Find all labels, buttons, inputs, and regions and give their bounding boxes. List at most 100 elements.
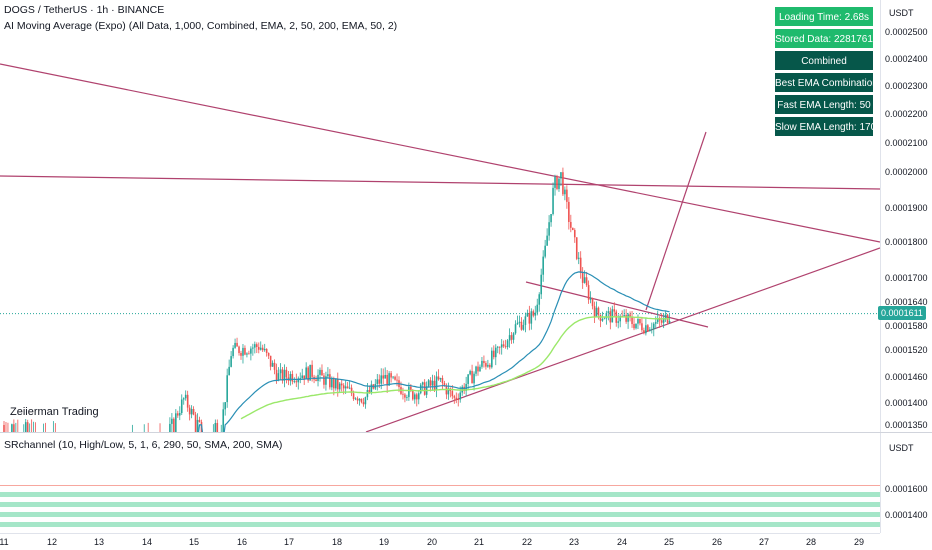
candle-body — [380, 375, 383, 384]
candle-body — [491, 350, 493, 368]
candle-body — [319, 369, 321, 375]
price-tick-label: 0.0001580 — [885, 321, 928, 331]
candle-body — [267, 352, 270, 356]
time-tick-label: 24 — [616, 537, 628, 547]
candle-body — [271, 362, 274, 367]
candle-body — [566, 189, 568, 202]
candle-body — [415, 394, 418, 400]
candle-body — [325, 376, 327, 385]
candle-body — [188, 407, 191, 415]
candle-body — [485, 363, 487, 367]
sr-band — [0, 502, 880, 507]
candle-body — [489, 364, 491, 368]
candle-body — [336, 378, 339, 390]
candle-body — [611, 309, 614, 323]
candle-body — [572, 227, 574, 231]
candle-body — [538, 294, 541, 305]
trendline-horizontal — [0, 175, 880, 190]
candle-body — [175, 413, 177, 432]
candle-body — [453, 396, 456, 398]
candle-body — [627, 314, 629, 322]
candle-body — [198, 419, 201, 423]
candle-body — [635, 323, 637, 329]
price-chart[interactable]: DOGS / TetherUS · 1h · BINANCE AI Moving… — [0, 0, 880, 432]
candle-body — [479, 366, 481, 372]
price-tick-label: 0.0001900 — [885, 203, 928, 213]
candle-body — [493, 350, 495, 358]
time-tick-label: 18 — [331, 537, 343, 547]
time-tick-label: 25 — [663, 537, 675, 547]
candle-body — [645, 325, 647, 334]
candle-body — [656, 318, 659, 323]
candle-body — [299, 378, 302, 379]
candle-body — [481, 360, 483, 367]
symbol-title[interactable]: DOGS / TetherUS · 1h · BINANCE — [4, 4, 165, 16]
candle-body — [585, 277, 588, 286]
candle-body — [599, 314, 602, 321]
candle-body — [455, 397, 458, 400]
candle-body — [570, 221, 572, 228]
candle-body — [242, 347, 244, 356]
time-axis[interactable]: 11 12 13 14 15 16 17 18 19 20 21 22 23 24 25 26 27 28 29 — [0, 533, 880, 550]
candle-body — [182, 398, 185, 400]
candle-body — [607, 311, 610, 313]
candle-body — [542, 256, 544, 275]
candle-body — [352, 393, 355, 399]
time-tick-label: 23 — [568, 537, 580, 547]
srchannel-legend[interactable]: SRchannel (10, High/Low, 5, 1, 6, 290, 5… — [4, 439, 283, 451]
srchannel-pane[interactable]: SRchannel (10, High/Low, 5, 1, 6, 290, 5… — [0, 433, 880, 533]
candle-body — [419, 384, 422, 394]
candle-body — [177, 413, 179, 416]
candle-body — [382, 375, 384, 379]
candle-body — [362, 402, 365, 405]
candle-body — [506, 340, 509, 348]
price-axis[interactable]: USDT 0.0002500 0.0002400 0.0002300 0.0002200… — [880, 0, 932, 432]
candle-body — [246, 353, 248, 355]
candle-body — [309, 364, 311, 381]
candle-body — [457, 399, 460, 400]
candle-body — [261, 347, 264, 351]
candle-body — [232, 347, 234, 357]
candle-body — [250, 348, 252, 354]
price-tick-label: 0.0002400 — [885, 54, 928, 64]
candle-body — [323, 375, 325, 385]
candle-body — [581, 273, 584, 283]
candle-body — [583, 277, 586, 283]
candle-body — [433, 380, 436, 390]
candle-body — [641, 323, 643, 331]
candle-body — [190, 408, 193, 415]
pane-separator[interactable] — [0, 432, 932, 433]
candle-body — [26, 422, 29, 432]
indicator-legend[interactable]: AI Moving Average (Expo) (All Data, 1,00… — [4, 20, 398, 32]
candle-body — [504, 346, 507, 348]
candle-body — [240, 353, 242, 356]
candle-body — [252, 347, 254, 349]
candle-body — [526, 312, 529, 317]
time-tick-label: 11 — [0, 537, 9, 547]
candle-body — [587, 285, 590, 300]
candle-body — [364, 397, 367, 405]
candle-body — [471, 371, 473, 384]
candle-body — [222, 409, 225, 432]
sr-band — [0, 522, 880, 527]
candle-body — [376, 379, 379, 384]
price-chart-canvas[interactable] — [0, 0, 880, 432]
candle-body — [311, 364, 313, 377]
sr-band — [0, 492, 880, 497]
srchannel-price-axis[interactable]: USDT 0.0001600 0.0001400 — [880, 433, 932, 533]
candle-body — [487, 364, 489, 367]
candle-body — [283, 369, 286, 381]
candle-body — [508, 335, 511, 341]
candle-body — [619, 316, 621, 322]
candle-body — [228, 366, 230, 376]
candle-body — [548, 222, 550, 236]
candle-body — [558, 178, 560, 189]
time-tick-label: 29 — [853, 537, 865, 547]
candle-body — [333, 379, 335, 389]
candle-body — [396, 379, 398, 381]
candle-body — [171, 418, 173, 424]
resistance-line — [0, 485, 880, 486]
candle-body — [629, 314, 631, 318]
candle-body — [643, 330, 645, 334]
candle-body — [356, 398, 359, 401]
